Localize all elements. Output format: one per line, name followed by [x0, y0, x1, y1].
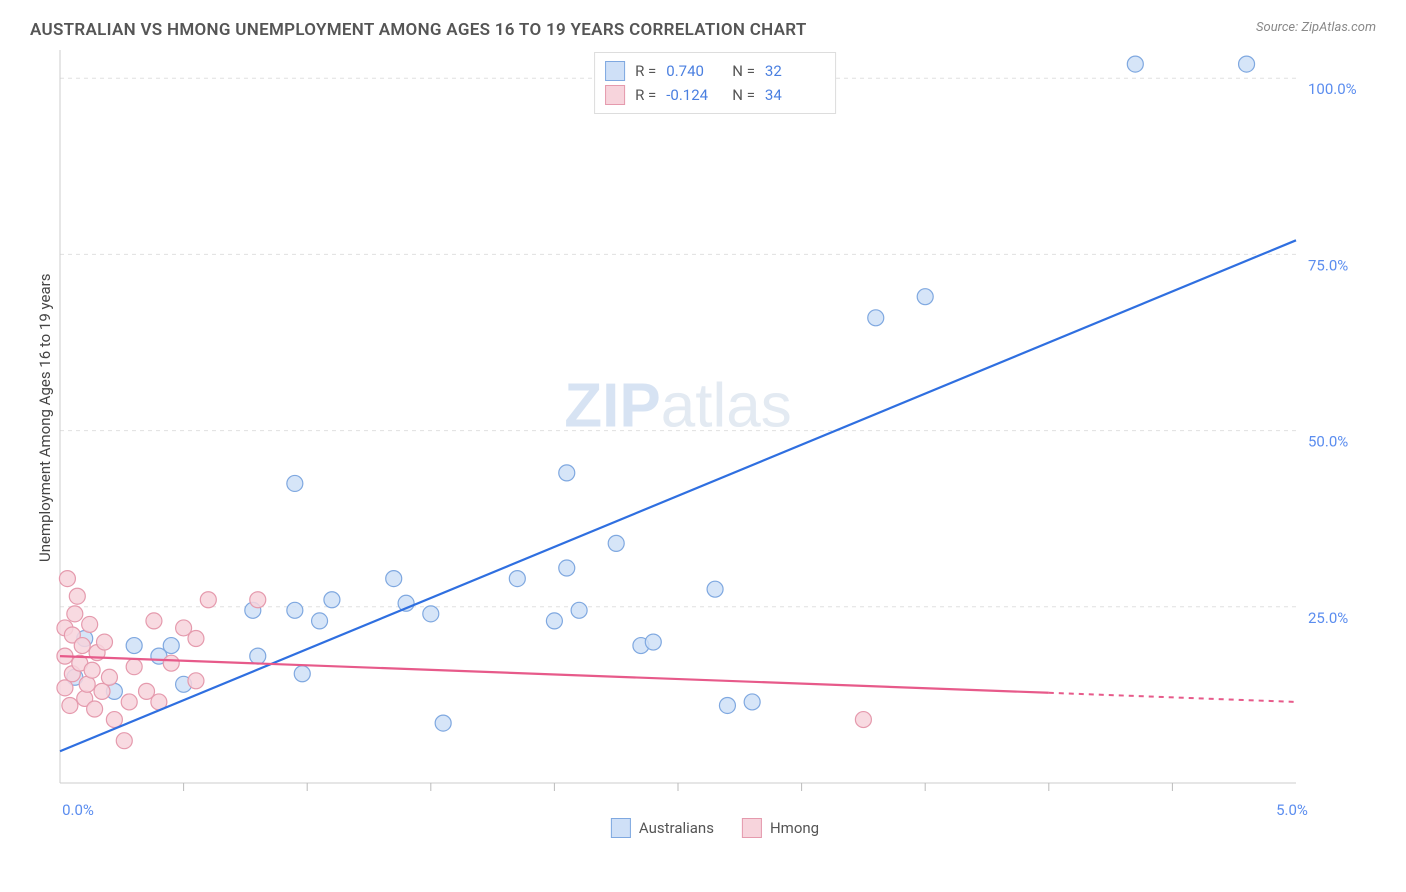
- chart-title: AUSTRALIAN VS HMONG UNEMPLOYMENT AMONG A…: [30, 20, 807, 40]
- svg-text:0.0%: 0.0%: [62, 801, 94, 819]
- svg-text:75.0%: 75.0%: [1308, 256, 1348, 274]
- n-label: N =: [732, 59, 755, 83]
- y-axis-title: Unemployment Among Ages 16 to 19 years: [30, 48, 54, 788]
- svg-text:25.0%: 25.0%: [1308, 609, 1348, 627]
- scatter-chart: 25.0% 50.0% 75.0% 100.0% 0.0% 5.0% ZIPatlas: [54, 48, 1376, 838]
- series-legend: Australians Hmong: [611, 818, 819, 838]
- r-label: R =: [635, 59, 656, 83]
- plot-wrap: Unemployment Among Ages 16 to 19 years 2…: [30, 48, 1376, 838]
- chart-container: AUSTRALIAN VS HMONG UNEMPLOYMENT AMONG A…: [0, 0, 1406, 892]
- source-attribution: Source: ZipAtlas.com: [1256, 20, 1376, 35]
- legend-label: Hmong: [770, 819, 819, 837]
- r-value: 0.740: [666, 59, 722, 83]
- legend-item: Hmong: [742, 818, 819, 838]
- plot-area: 25.0% 50.0% 75.0% 100.0% 0.0% 5.0% ZIPatlas R …: [54, 48, 1376, 838]
- stats-row: R = 0.740 N = 32: [605, 59, 821, 83]
- n-value: 32: [765, 59, 821, 83]
- svg-text:5.0%: 5.0%: [1276, 801, 1308, 819]
- series-swatch: [742, 818, 762, 838]
- source-name: ZipAtlas.com: [1301, 20, 1376, 35]
- svg-text:50.0%: 50.0%: [1308, 433, 1348, 451]
- n-value: 34: [765, 83, 821, 107]
- legend-item: Australians: [611, 818, 714, 838]
- series-swatch: [611, 818, 631, 838]
- svg-text:ZIPatlas: ZIPatlas: [564, 372, 791, 441]
- source-prefix: Source:: [1256, 20, 1301, 35]
- r-label: R =: [635, 83, 656, 107]
- r-value: -0.124: [666, 83, 722, 107]
- stats-legend: R = 0.740 N = 32 R = -0.124 N = 34: [594, 52, 836, 114]
- stats-row: R = -0.124 N = 34: [605, 83, 821, 107]
- n-label: N =: [732, 83, 755, 107]
- legend-label: Australians: [639, 819, 714, 837]
- series-swatch: [605, 85, 625, 105]
- series-swatch: [605, 61, 625, 81]
- svg-text:100.0%: 100.0%: [1308, 80, 1357, 98]
- header-row: AUSTRALIAN VS HMONG UNEMPLOYMENT AMONG A…: [30, 20, 1376, 40]
